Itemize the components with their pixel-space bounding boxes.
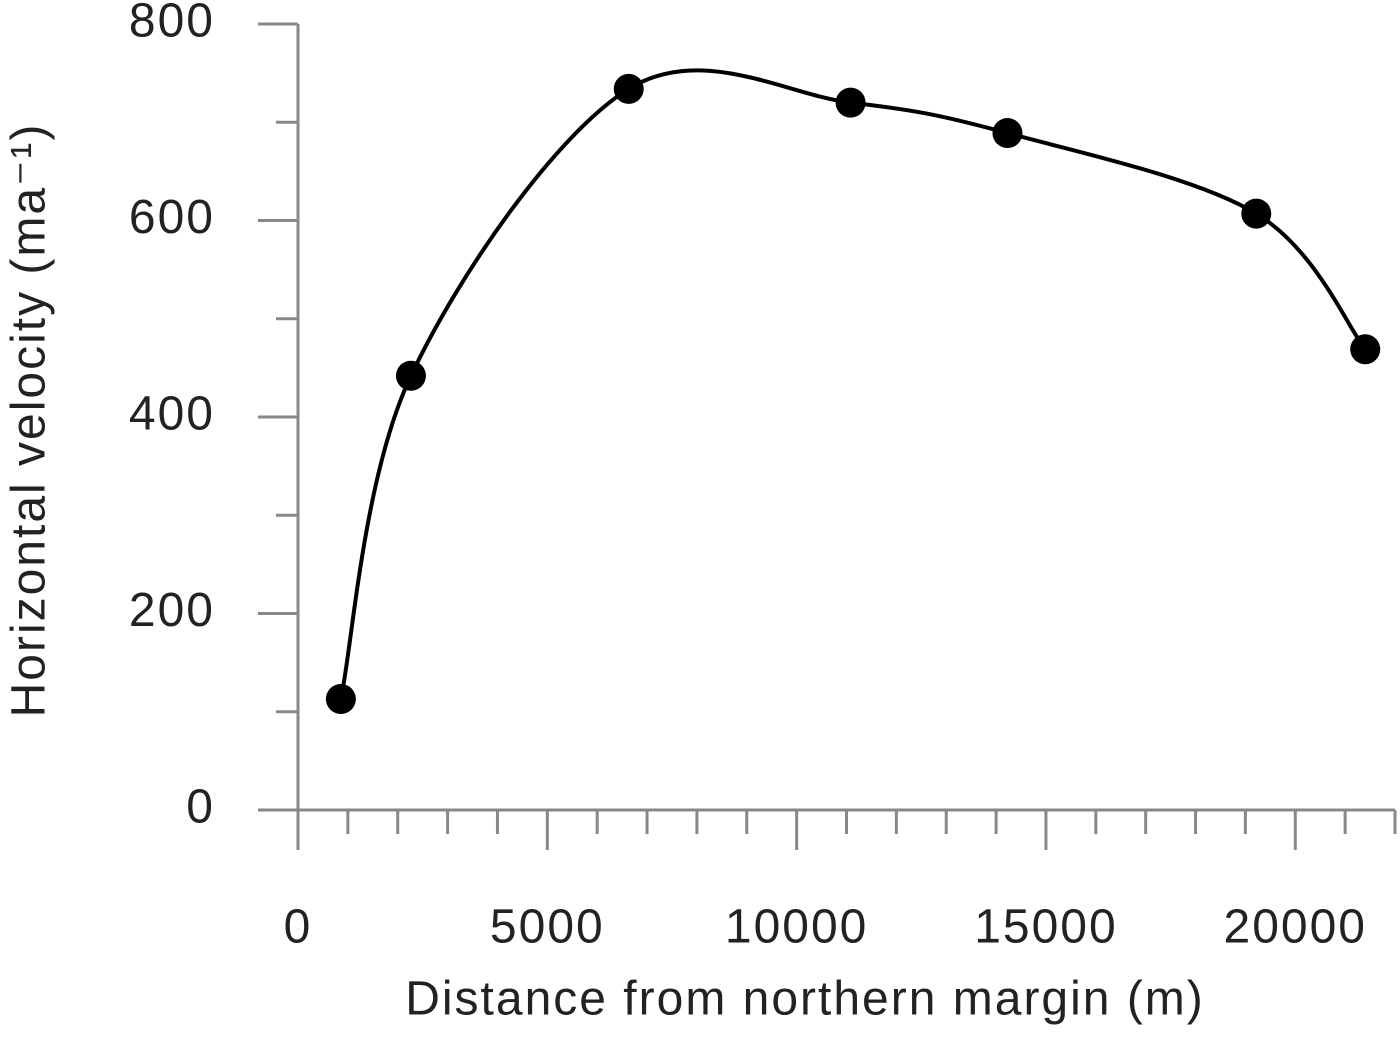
data-line	[338, 68, 1367, 700]
x-tick-label: 5000	[490, 901, 605, 954]
data-point	[1350, 334, 1381, 365]
x-tick-label: 20000	[1224, 901, 1367, 954]
y-tick-label: 400	[129, 388, 215, 441]
x-axis-label: Distance from northern margin (m)	[405, 973, 1205, 1026]
y-tick-label: 600	[129, 191, 215, 244]
data-point	[613, 73, 644, 104]
x-tick-label: 10000	[725, 901, 868, 954]
data-point	[395, 360, 426, 391]
x-tick-label: 0	[284, 901, 313, 954]
y-axis-label: Horizontal velocity (ma⁻¹)	[3, 123, 56, 718]
y-tick-label: 200	[129, 584, 215, 637]
data-point	[1241, 198, 1272, 229]
data-point	[835, 87, 866, 118]
x-tick-label: 15000	[974, 901, 1117, 954]
data-point	[992, 118, 1023, 149]
y-tick-label: 0	[186, 781, 215, 834]
y-tick-label: 800	[129, 0, 215, 48]
data-point	[325, 683, 356, 714]
